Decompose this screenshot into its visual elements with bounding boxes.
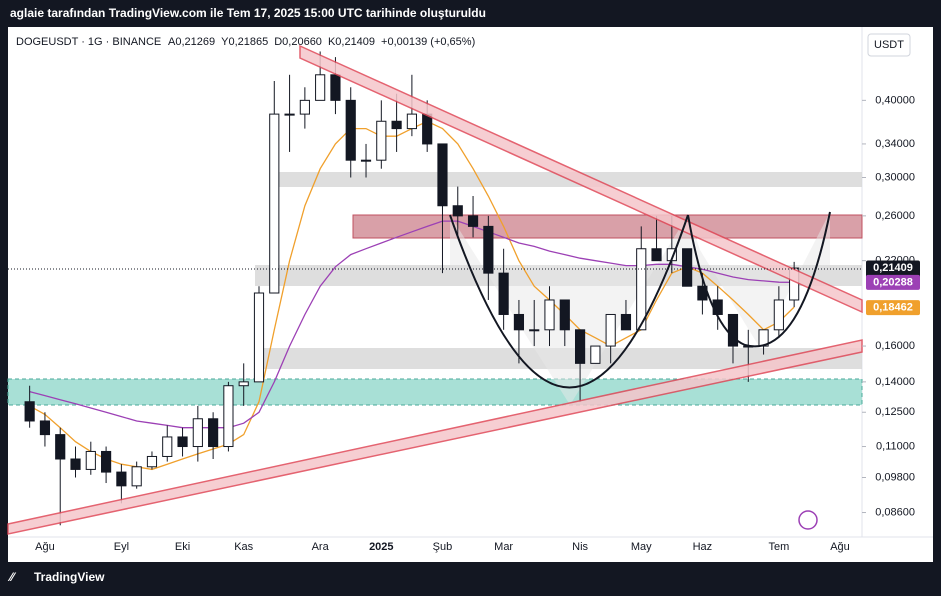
candle-body: [360, 159, 372, 162]
candle-body: [315, 74, 326, 101]
ohlc-value: D0,20660: [274, 36, 322, 48]
candle-body: [238, 381, 249, 387]
candle-body: [498, 272, 509, 315]
x-tick-label: Ağu: [35, 541, 55, 553]
y-tick-label: 0,12500: [875, 406, 915, 418]
x-tick-label: Nis: [572, 541, 588, 553]
candle-body: [162, 436, 173, 457]
candle-body: [24, 401, 35, 422]
candle-body: [682, 248, 693, 287]
y-tick-label: 0,34000: [875, 138, 915, 150]
candle-body: [529, 329, 540, 332]
y-tick-label: 0,30000: [875, 171, 915, 183]
price-label-bg: [866, 300, 920, 316]
y-tick-label: 0,26000: [875, 210, 915, 222]
x-tick-label: Ağu: [830, 541, 850, 553]
x-tick-label: Haz: [693, 541, 713, 553]
x-tick-label: 2025: [369, 541, 393, 553]
y-tick-label: 0,16000: [875, 340, 915, 352]
y-tick-label: 0,11000: [876, 440, 915, 452]
candle-body: [269, 113, 280, 294]
legend: DOGEUSDT · 1G · BINANCE A0,21269 Y0,21865…: [16, 36, 475, 48]
footer-logo: ⁄⁄: [7, 570, 17, 584]
candle-body: [177, 436, 188, 448]
candle-body: [590, 345, 601, 364]
handle-curve: [687, 211, 831, 348]
candle-body: [467, 215, 479, 227]
trendline-up: [7, 339, 863, 535]
candle-body: [574, 329, 586, 364]
price-label-bg: [866, 274, 920, 290]
candle-body: [55, 434, 66, 460]
candle-body: [85, 450, 96, 470]
candle-body: [70, 458, 81, 470]
candle-body: [406, 113, 417, 130]
currency-button[interactable]: [867, 33, 911, 57]
candle-body: [116, 471, 127, 487]
candle-body: [452, 205, 463, 217]
candle-body: [513, 313, 525, 331]
candle-body: [636, 248, 647, 331]
ohlc-value: +0,00139 (+0,65%): [381, 36, 475, 48]
candle-body: [620, 313, 632, 331]
ohlc-value: A0,21269: [168, 36, 215, 48]
candle-body: [773, 299, 784, 331]
candle-body: [284, 113, 295, 116]
candle-body: [605, 313, 616, 347]
candle-body: [39, 420, 51, 436]
zones: [7, 172, 863, 406]
candle-body: [544, 299, 555, 331]
candle-body: [345, 99, 356, 161]
icon: [798, 510, 818, 530]
candle-body: [422, 113, 433, 145]
x-tick-label: May: [631, 541, 652, 553]
candle-body: [437, 143, 448, 207]
price-label: 0,20288: [873, 276, 913, 288]
cup-curve: [449, 214, 689, 389]
header-title: aglaie tarafından TradingView.com ile Te…: [10, 6, 486, 20]
footer-brand: TradingView: [34, 570, 105, 584]
x-tick-label: Ara: [312, 541, 330, 553]
x-tick-label: Eki: [175, 541, 190, 553]
y-tick-label: 0,40000: [875, 94, 915, 106]
ohlc-value: K0,21409: [328, 36, 375, 48]
x-tick-label: Şub: [433, 541, 453, 553]
candle-body: [330, 74, 341, 101]
zone: [270, 172, 862, 187]
x-tick-label: Mar: [494, 541, 513, 553]
y-tick-label: 0,09800: [875, 471, 915, 483]
candle-body: [727, 313, 739, 347]
candle-body: [559, 299, 570, 331]
candle-body: [146, 455, 158, 468]
zone: [352, 214, 863, 239]
candle-body: [712, 299, 723, 315]
candle-body: [376, 120, 387, 161]
candle-body: [651, 248, 662, 262]
candle-body: [101, 450, 112, 473]
candle-body: [483, 225, 494, 274]
candle-body: [253, 292, 265, 383]
candle-body: [131, 466, 142, 487]
candle-body: [208, 418, 219, 448]
x-tick-label: Kas: [234, 541, 253, 553]
price-label: 0,18462: [873, 302, 913, 314]
moving-average: [29, 220, 795, 429]
pattern-fill: [450, 212, 830, 405]
candle-body: [192, 418, 203, 448]
ohlc-value: Y0,21865: [221, 36, 268, 48]
candle-body: [391, 120, 402, 130]
x-tick-label: Eyl: [114, 541, 129, 553]
candle-body: [223, 385, 234, 448]
zone: [7, 378, 863, 406]
candle-body: [299, 99, 310, 115]
y-tick-label: 0,08600: [875, 506, 915, 518]
price-label: 0,21409: [873, 262, 913, 274]
currency[interactable]: USDT: [874, 39, 904, 51]
drawings: [7, 44, 863, 535]
y-tick-label: 0,14000: [875, 376, 915, 388]
x-tick-label: Tem: [768, 541, 789, 553]
symbol: DOGEUSDT · 1G · BINANCE: [16, 36, 161, 48]
trendline-down: [299, 44, 863, 314]
